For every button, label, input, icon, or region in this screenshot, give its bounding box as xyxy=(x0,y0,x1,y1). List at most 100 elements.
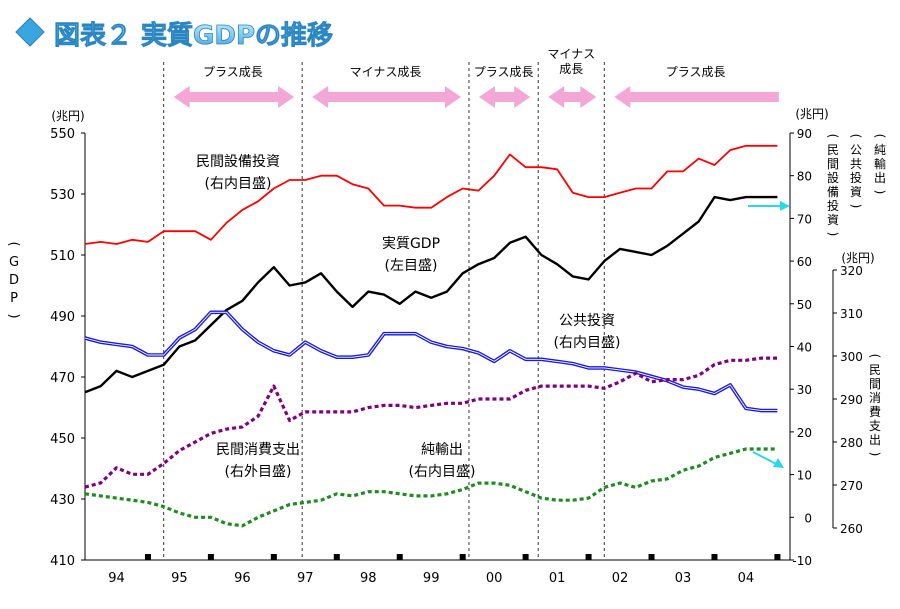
x-tick-label: 01 xyxy=(549,571,566,586)
left-tick-label: 550 xyxy=(50,127,75,142)
cyan-arrow-upper-head xyxy=(780,201,790,211)
right-label-net-exports: ( xyxy=(873,134,887,139)
left-axis-label-char: P xyxy=(10,291,18,306)
right-inner-tick-label: 90 xyxy=(797,127,812,141)
phase-arrow-left-head xyxy=(614,86,631,108)
annotation-純輸出: 純輸出 xyxy=(421,442,463,458)
right-label-net-exports: 出 xyxy=(874,171,886,185)
phase-arrow-shaft xyxy=(626,92,767,102)
right-label-consumption: 支 xyxy=(869,419,881,433)
right-inner-tick-label: 70 xyxy=(797,212,812,226)
phase-arrow-tail xyxy=(754,92,779,102)
right-label-consumption: 消 xyxy=(869,391,881,405)
right-inner-tick-label: 10 xyxy=(797,469,812,483)
x-year-marker xyxy=(459,554,466,560)
right-label-public-investment: 共 xyxy=(850,157,862,171)
right-outer-tick-label: 270 xyxy=(840,479,863,493)
right-label-net-exports: 純 xyxy=(874,143,886,157)
right-label-capex: 間 xyxy=(827,157,839,171)
right-label-consumption: 出 xyxy=(869,433,881,447)
annotation-民間設備投資: 民間設備投資 xyxy=(196,154,280,170)
x-tick-label: 95 xyxy=(171,571,188,586)
right-inner-tick-label: 30 xyxy=(797,383,812,397)
right-label-capex: 資 xyxy=(827,213,839,227)
right-label-capex: 備 xyxy=(827,184,839,199)
chart-axes: 410430450470490510530550(兆円)(GDP)-100102… xyxy=(6,107,887,586)
phase-arrow-left-head xyxy=(548,86,565,108)
right-inner-tick-label: -10 xyxy=(792,554,812,568)
cyan-arrow-lower-head xyxy=(773,458,784,468)
right-label-consumption: 費 xyxy=(869,404,881,419)
right-label-capex: 投 xyxy=(827,198,839,213)
left-axis-label-char: G xyxy=(9,255,19,270)
phase-arrow-left-head xyxy=(173,86,190,108)
right-label-net-exports: ) xyxy=(873,190,887,195)
phase-label: プラス成長 xyxy=(666,65,726,79)
right-inner-tick-label: 60 xyxy=(797,255,812,269)
right-outer-tick-label: 310 xyxy=(840,307,863,321)
x-tick-label: 04 xyxy=(738,571,755,586)
right-outer-tick-label: 320 xyxy=(840,264,863,278)
series-line-民間設備投資 xyxy=(84,144,778,245)
right-label-public-investment: 投 xyxy=(850,170,862,185)
x-tick-label: 02 xyxy=(612,571,629,586)
left-tick-label: 490 xyxy=(50,310,75,325)
x-year-marker xyxy=(207,554,214,560)
phase-arrow-shaft xyxy=(560,92,585,102)
right-label-consumption: ( xyxy=(868,354,882,359)
left-tick-label: 530 xyxy=(50,188,75,203)
right-label-public-investment: ) xyxy=(849,204,863,209)
phase-arrow-right-head xyxy=(514,86,531,108)
series-line-民間消費支出 xyxy=(84,356,778,489)
left-tick-label: 430 xyxy=(50,493,75,508)
left-tick-label: 410 xyxy=(50,554,75,569)
phase-arrow-left-head xyxy=(312,86,329,108)
right-outer-axis-unit: (兆円) xyxy=(841,251,874,265)
phase-arrow-shaft xyxy=(185,92,283,102)
phase-label: プラス成長 xyxy=(474,65,534,79)
right-inner-axis-unit: (兆円) xyxy=(795,107,828,121)
figure-title-group: 図表２ 実質GDPの推移 xyxy=(15,17,333,51)
right-inner-tick-label: 20 xyxy=(797,426,812,440)
left-axis-label-char: ) xyxy=(6,313,21,318)
x-tick-label: 99 xyxy=(423,571,440,586)
annotation-実質GDP: (左目盛) xyxy=(385,258,438,274)
series-layer xyxy=(84,144,778,528)
figure-title: 図表２ 実質GDPの推移 xyxy=(54,20,333,51)
right-label-public-investment: 資 xyxy=(850,185,862,199)
right-outer-tick-label: 290 xyxy=(840,393,863,407)
phase-arrow-shaft xyxy=(490,92,519,102)
x-year-marker xyxy=(585,554,592,560)
x-year-marker xyxy=(522,554,529,560)
x-year-marker xyxy=(333,554,340,560)
right-label-public-investment: 公 xyxy=(850,143,862,157)
right-label-capex: ) xyxy=(826,232,840,237)
right-label-consumption: 間 xyxy=(869,377,881,391)
right-inner-tick-label: 80 xyxy=(797,170,812,184)
annotation-民間消費支出: 民間消費支出 xyxy=(216,442,300,458)
phase-arrow-left-head xyxy=(478,86,495,108)
x-tick-label: 98 xyxy=(360,571,377,586)
phase-arrow-right-head xyxy=(444,86,461,108)
right-inner-tick-label: 50 xyxy=(797,298,812,312)
x-tick-label: 96 xyxy=(234,571,251,586)
series-annotations: 実質GDP (左目盛) 民間設備投資 (右内目盛) 公共投資 (右内目盛) 民間消費支出 (右… xyxy=(196,154,790,480)
x-tick-label: 03 xyxy=(675,571,692,586)
x-tick-label: 94 xyxy=(108,571,125,586)
left-tick-label: 510 xyxy=(50,249,75,264)
left-tick-label: 470 xyxy=(50,371,75,386)
right-label-capex: 民 xyxy=(827,143,839,157)
x-year-marker xyxy=(774,554,781,560)
series-line-純輸出 xyxy=(84,447,778,528)
phase-label: マイナス xyxy=(547,47,595,61)
annotation-公共投資: 公共投資 xyxy=(559,313,615,329)
title-diamond-icon xyxy=(15,17,45,47)
x-tick-label: 00 xyxy=(486,571,503,586)
annotation-実質GDP: 実質GDP xyxy=(382,236,440,252)
annotation-民間消費支出: (右外目盛) xyxy=(225,464,292,480)
x-year-marker xyxy=(711,554,718,560)
right-label-consumption: ) xyxy=(868,452,882,457)
right-outer-tick-label: 260 xyxy=(840,522,863,536)
phase-label: プラス成長 xyxy=(203,65,263,79)
